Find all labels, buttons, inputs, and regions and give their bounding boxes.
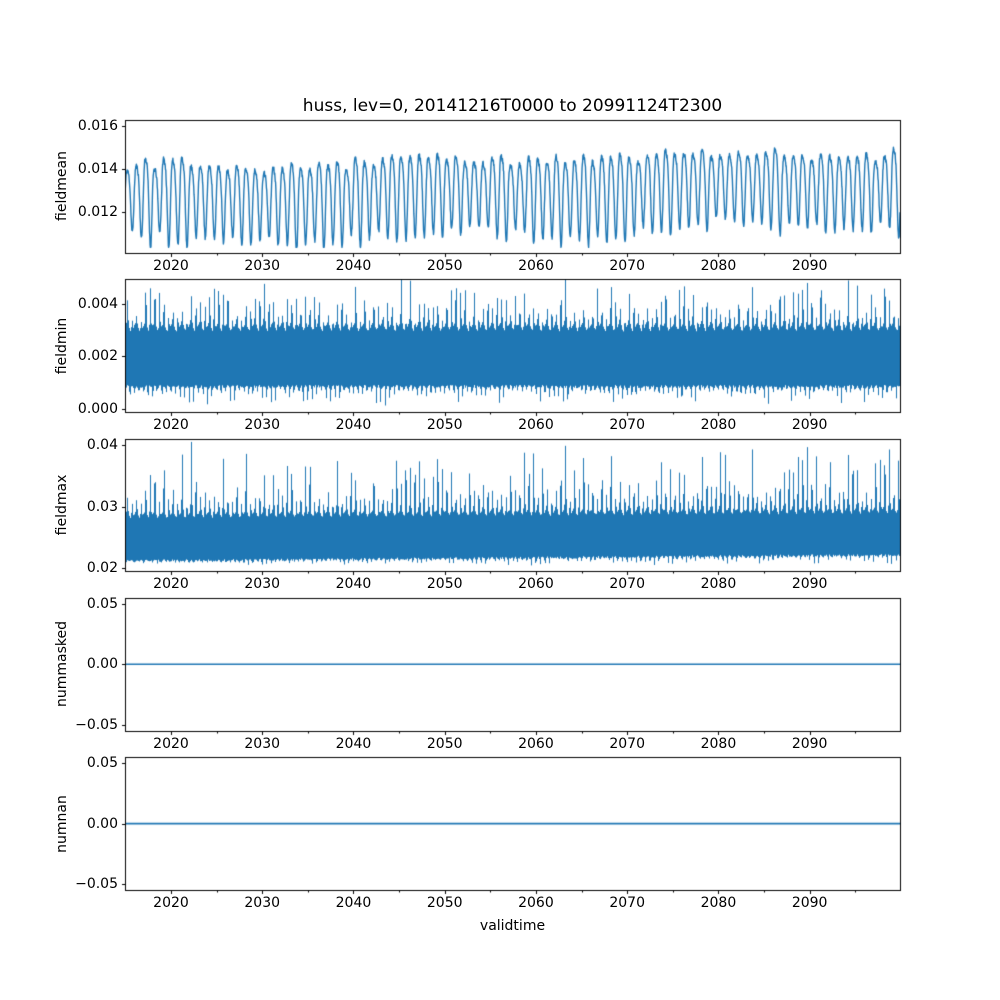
y-axis-label-nummasked: nummasked (54, 621, 70, 708)
x-tick-label: 2050 (426, 735, 463, 752)
x-tick-label: 2060 (518, 257, 554, 274)
x-tick-label: 2070 (609, 417, 645, 434)
x-tick-label: 2090 (791, 257, 828, 274)
x-tick-label: 2080 (700, 735, 737, 752)
y-axis-label-fieldmax: fieldmax (54, 474, 70, 536)
x-tick-label: 2020 (153, 257, 189, 274)
x-tick-label: 2030 (244, 895, 281, 911)
y-tick-label: 0.014 (77, 161, 118, 178)
y-tick-label: 0.016 (77, 118, 118, 135)
x-tick-label: 2090 (791, 417, 828, 434)
y-tick-label: 0.04 (86, 437, 118, 454)
x-axis-label: validtime (479, 918, 546, 934)
y-tick-label: 0.00 (86, 656, 118, 673)
x-tick-label: 2060 (518, 895, 554, 911)
x-tick-label: 2040 (335, 735, 372, 752)
y-axis-label-fieldmin: fieldmin (54, 317, 70, 374)
y-tick-label: 0.05 (86, 595, 118, 612)
y-tick-label: −0.05 (75, 875, 118, 892)
x-tick-label: 2080 (700, 576, 737, 593)
x-tick-label: 2020 (153, 895, 189, 911)
x-tick-label: 2060 (518, 735, 554, 752)
x-tick-label: 2050 (426, 417, 463, 434)
x-tick-label: 2090 (791, 895, 828, 911)
y-tick-label: 0.004 (77, 295, 118, 312)
y-tick-label: 0.002 (77, 348, 118, 365)
x-tick-label: 2020 (153, 417, 189, 434)
y-tick-label: −0.05 (75, 716, 118, 733)
y-tick-label: 0.000 (77, 400, 118, 417)
x-tick-label: 2070 (609, 895, 645, 911)
x-tick-label: 2040 (335, 576, 372, 593)
x-tick-label: 2030 (244, 735, 281, 752)
x-tick-label: 2060 (518, 417, 554, 434)
y-tick-label: 0.02 (86, 560, 118, 577)
x-tick-label: 2020 (153, 735, 189, 752)
x-tick-label: 2080 (700, 417, 737, 434)
x-tick-label: 2090 (791, 735, 828, 752)
y-axis-label-numnan: numnan (54, 794, 70, 853)
y-axis-label-fieldmean: fieldmean (54, 151, 70, 222)
x-tick-label: 2030 (244, 257, 281, 274)
x-tick-label: 2020 (153, 576, 189, 593)
x-tick-label: 2050 (426, 576, 463, 593)
x-tick-label: 2080 (700, 257, 737, 274)
y-tick-label: 0.012 (77, 204, 118, 221)
y-tick-label: 0.00 (86, 815, 118, 832)
y-tick-label: 0.03 (86, 498, 118, 515)
x-tick-label: 2040 (335, 895, 372, 911)
x-tick-label: 2090 (791, 576, 828, 593)
x-tick-label: 2030 (244, 576, 281, 593)
y-tick-label: 0.05 (86, 755, 118, 772)
x-tick-label: 2030 (244, 417, 281, 434)
x-tick-label: 2070 (609, 576, 645, 593)
x-tick-label: 2080 (700, 895, 737, 911)
x-tick-label: 2070 (609, 257, 645, 274)
x-tick-label: 2040 (335, 257, 372, 274)
figure-title: huss, lev=0, 20141216T0000 to 20991124T2… (302, 96, 723, 116)
x-tick-label: 2050 (426, 257, 463, 274)
x-tick-label: 2070 (609, 735, 645, 752)
x-tick-label: 2040 (335, 417, 372, 434)
x-tick-label: 2050 (426, 895, 463, 911)
x-tick-label: 2060 (518, 576, 554, 593)
